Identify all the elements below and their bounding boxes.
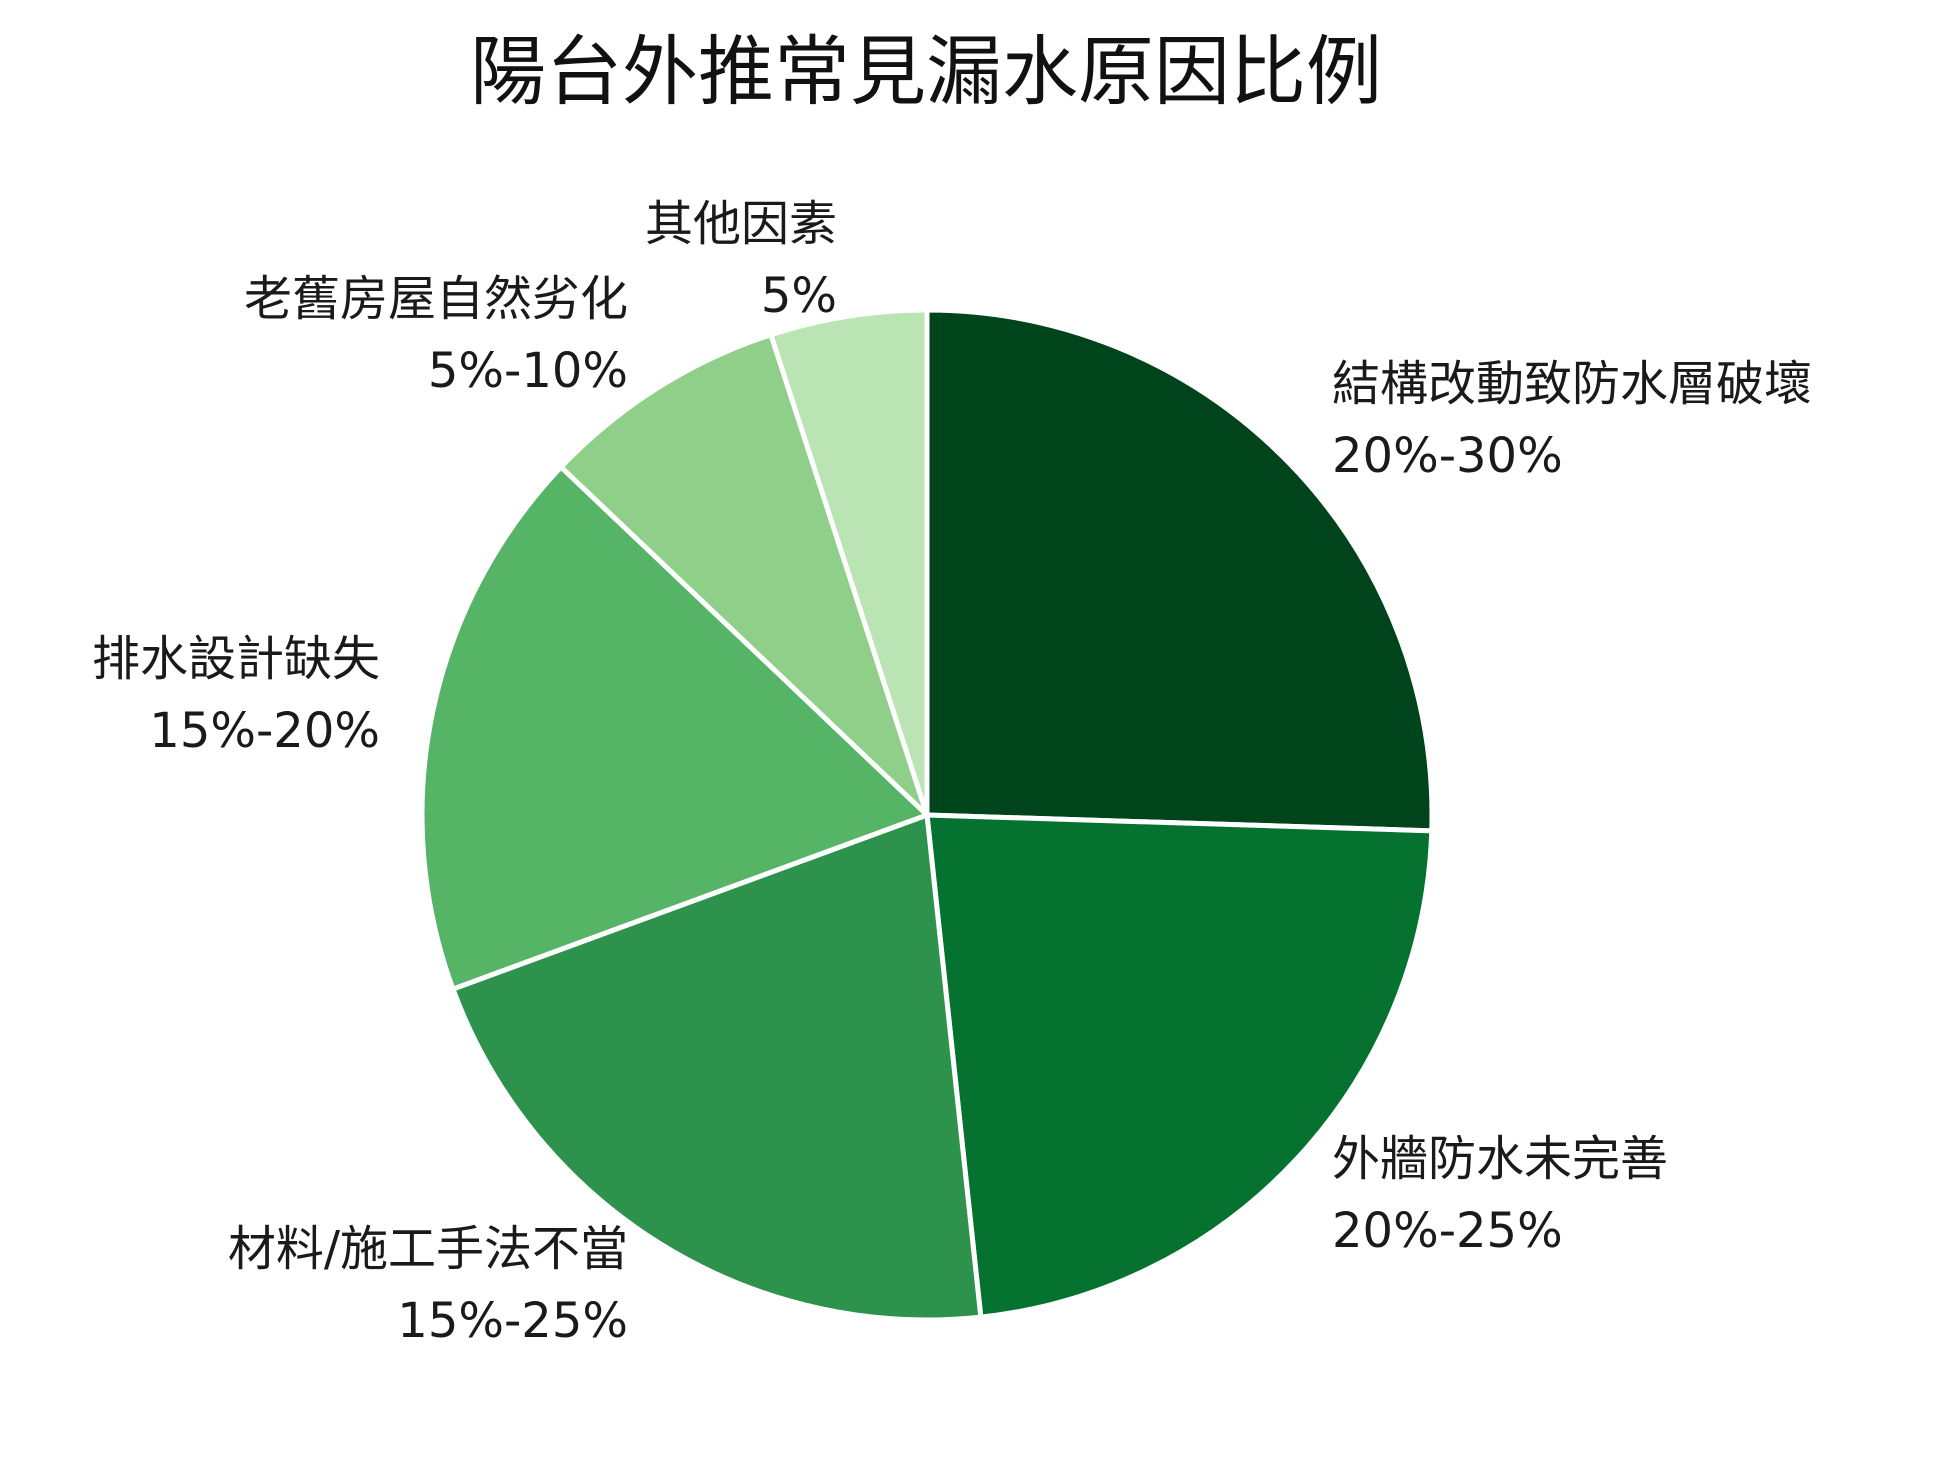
pie-slice-2 — [924, 812, 1435, 1320]
slice-percent-1: 20%-30% — [1332, 428, 1563, 484]
slice-percent-4: 15%-20% — [149, 703, 380, 759]
pie-slice-4 — [419, 463, 932, 993]
pie-slice-1 — [924, 307, 1435, 834]
pie-slice-5 — [557, 331, 930, 817]
slice-label-3: 材料/施工手法不當 — [228, 1221, 628, 1277]
slice-label-5: 老舊房屋自然劣化 — [244, 271, 628, 327]
pie-labels: 結構改動致防水層破壞 20%-30% 外牆防水未完善 20%-25% 材料/施工手法不當… — [92, 196, 1812, 1349]
pie-slices — [419, 307, 1435, 1323]
slice-percent-6: 5% — [761, 268, 837, 324]
chart-title: 陽台外推常見漏水原因比例 — [470, 27, 1382, 116]
slice-percent-2: 20%-25% — [1332, 1203, 1563, 1259]
slice-label-1: 結構改動致防水層破壞 — [1332, 356, 1812, 412]
slice-label-2: 外牆防水未完善 — [1332, 1131, 1668, 1187]
pie-slice-6 — [767, 307, 930, 816]
slice-percent-5: 5%-10% — [428, 343, 628, 399]
slice-percent-3: 15%-25% — [397, 1293, 628, 1349]
slice-label-4: 排水設計缺失 — [92, 631, 380, 687]
slice-label-6: 其他因素 — [645, 196, 837, 252]
